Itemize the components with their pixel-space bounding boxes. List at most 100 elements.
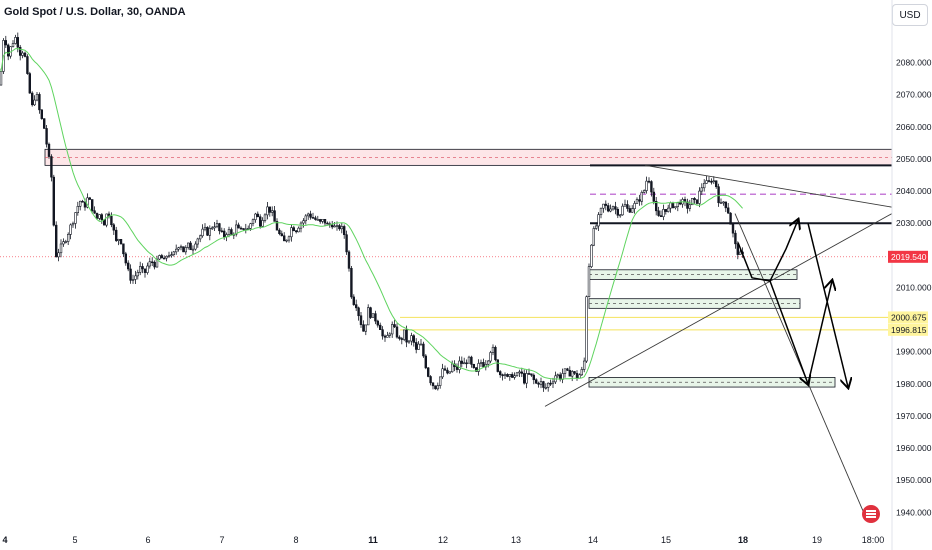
candle-body xyxy=(247,228,250,230)
candle-body xyxy=(659,215,663,218)
candle-body xyxy=(88,197,92,200)
y-tick-label: 2060.000 xyxy=(896,122,932,132)
candle-body xyxy=(688,204,692,209)
candle-body xyxy=(249,223,252,229)
candle-body xyxy=(374,313,377,322)
candle-body xyxy=(155,258,159,268)
candle-body xyxy=(446,369,449,374)
candle-body xyxy=(42,118,46,129)
candle-body xyxy=(321,218,324,222)
candle-body xyxy=(563,368,567,374)
candle-body xyxy=(441,368,444,378)
candle-body xyxy=(652,191,656,202)
candle-body xyxy=(410,335,413,342)
candle-body xyxy=(609,208,612,212)
candle-body xyxy=(510,374,514,378)
candle-body xyxy=(208,228,211,236)
candle-body xyxy=(633,203,636,209)
moving-average-layer xyxy=(0,47,743,380)
candle-body xyxy=(602,203,605,209)
candle-body xyxy=(628,208,632,213)
candle-body xyxy=(657,210,660,216)
candle-body xyxy=(318,219,322,222)
candle-body xyxy=(141,266,144,270)
x-tick-label: 14 xyxy=(588,535,598,545)
candle-body xyxy=(640,192,644,202)
candle-body xyxy=(448,371,451,374)
candle-body xyxy=(594,225,598,229)
x-tick-label: 7 xyxy=(219,535,224,545)
candle-body xyxy=(534,379,538,384)
candle-body xyxy=(494,346,497,361)
candle-body xyxy=(470,356,473,365)
candle-body xyxy=(333,225,336,228)
candle-body xyxy=(280,233,283,237)
price-label-bg xyxy=(888,250,928,263)
candle-body xyxy=(16,37,19,48)
candle-body xyxy=(366,307,370,326)
candle-body xyxy=(508,374,511,377)
candle-body xyxy=(693,198,696,201)
candle-body xyxy=(119,238,123,245)
candle-body xyxy=(187,242,190,248)
candle-body xyxy=(175,248,178,253)
candle-body xyxy=(311,217,315,219)
x-tick-label: 5 xyxy=(72,535,77,545)
projection-arrow xyxy=(769,280,808,384)
candle-body xyxy=(170,254,173,256)
candle-body xyxy=(275,221,279,231)
candle-body xyxy=(282,235,286,242)
candle-body xyxy=(338,225,341,230)
candle-body xyxy=(359,315,363,325)
candle-body xyxy=(604,203,608,206)
candle-body xyxy=(455,366,459,370)
candle-body xyxy=(405,329,408,343)
candle-body xyxy=(71,223,75,226)
candle-body xyxy=(38,94,41,111)
candle-body xyxy=(177,247,180,250)
candle-body xyxy=(618,214,622,217)
candle-body xyxy=(662,209,665,218)
candle-body xyxy=(729,212,732,225)
candle-body xyxy=(674,206,677,209)
candle-body xyxy=(223,230,226,238)
candle-body xyxy=(597,214,600,227)
candle-body xyxy=(642,190,646,193)
candle-body xyxy=(256,213,259,218)
candle-body xyxy=(738,251,742,255)
y-tick-label: 2040.000 xyxy=(896,186,932,196)
candle-body xyxy=(599,207,603,215)
candle-body xyxy=(587,266,591,298)
candle-body xyxy=(172,251,175,255)
candle-body xyxy=(606,205,610,212)
candle-body xyxy=(635,199,639,204)
candle-body xyxy=(573,371,576,374)
candle-body xyxy=(6,44,10,57)
candle-body xyxy=(14,37,17,44)
candle-body xyxy=(218,223,221,232)
candle-body xyxy=(115,229,118,241)
candle-body xyxy=(525,373,528,384)
candle-body xyxy=(482,362,485,368)
candle-body xyxy=(340,226,343,230)
candle-body xyxy=(203,226,207,230)
candle-body xyxy=(666,207,670,212)
candle-body xyxy=(302,220,305,224)
candle-body xyxy=(297,227,300,233)
candle-body xyxy=(191,248,195,251)
candle-body xyxy=(376,320,379,326)
candle-body xyxy=(527,373,531,375)
candle-body xyxy=(690,198,694,206)
candle-body xyxy=(330,224,334,228)
candle-body xyxy=(47,143,51,157)
candle-body xyxy=(611,206,615,210)
candle-body xyxy=(251,219,255,224)
candle-body xyxy=(474,367,478,372)
y-tick-label: 2070.000 xyxy=(896,90,932,100)
candle-body xyxy=(254,213,257,221)
candle-body xyxy=(117,238,120,241)
candle-body xyxy=(100,214,104,221)
candle-body xyxy=(407,340,411,343)
candle-body xyxy=(206,226,209,236)
